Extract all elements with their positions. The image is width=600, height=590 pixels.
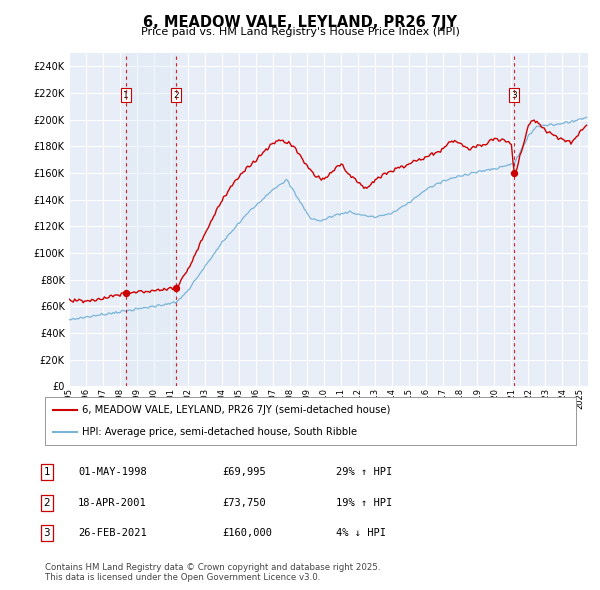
Text: 1: 1 [43, 467, 50, 477]
Text: 19% ↑ HPI: 19% ↑ HPI [336, 498, 392, 507]
Text: 3: 3 [511, 91, 517, 100]
Text: HPI: Average price, semi-detached house, South Ribble: HPI: Average price, semi-detached house,… [82, 427, 357, 437]
Text: 3: 3 [43, 529, 50, 538]
Point [172, 283, 181, 293]
Point [121, 289, 130, 298]
Text: 4% ↓ HPI: 4% ↓ HPI [336, 529, 386, 538]
Text: 6, MEADOW VALE, LEYLAND, PR26 7JY (semi-detached house): 6, MEADOW VALE, LEYLAND, PR26 7JY (semi-… [82, 405, 391, 415]
Text: 18-APR-2001: 18-APR-2001 [78, 498, 147, 507]
Text: 6, MEADOW VALE, LEYLAND, PR26 7JY: 6, MEADOW VALE, LEYLAND, PR26 7JY [143, 15, 457, 30]
Text: £69,995: £69,995 [222, 467, 266, 477]
Point [509, 168, 519, 178]
Text: 2: 2 [173, 91, 179, 100]
Text: £73,750: £73,750 [222, 498, 266, 507]
Bar [125, 53, 176, 386]
Text: 29% ↑ HPI: 29% ↑ HPI [336, 467, 392, 477]
Text: Price paid vs. HM Land Registry's House Price Index (HPI): Price paid vs. HM Land Registry's House … [140, 27, 460, 37]
Text: 1: 1 [123, 91, 128, 100]
Text: Contains HM Land Registry data © Crown copyright and database right 2025.
This d: Contains HM Land Registry data © Crown c… [45, 563, 380, 582]
Text: £160,000: £160,000 [222, 529, 272, 538]
Text: 01-MAY-1998: 01-MAY-1998 [78, 467, 147, 477]
Text: 26-FEB-2021: 26-FEB-2021 [78, 529, 147, 538]
Text: 2: 2 [43, 498, 50, 507]
